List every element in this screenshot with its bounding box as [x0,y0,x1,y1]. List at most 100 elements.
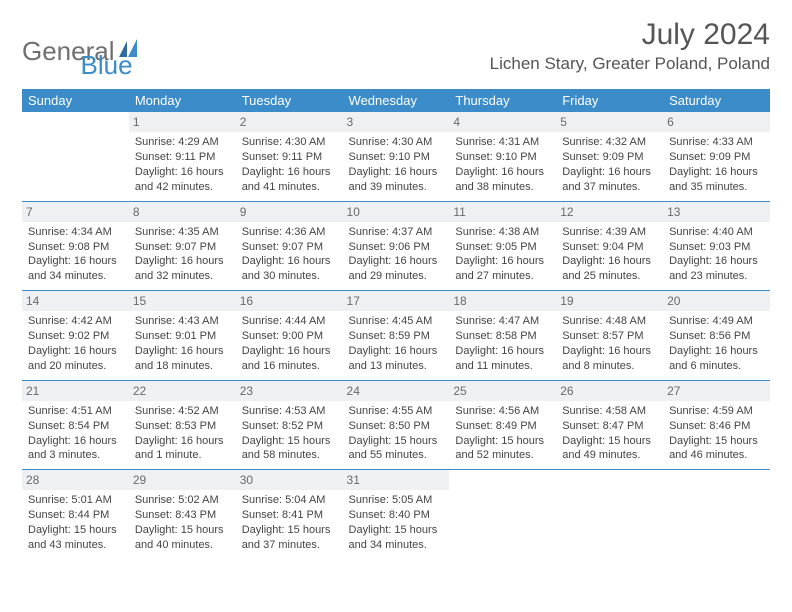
calendar-table: Sunday Monday Tuesday Wednesday Thursday… [22,89,770,559]
calendar-cell: 30Sunrise: 5:04 AMSunset: 8:41 PMDayligh… [236,470,343,559]
daylight-text: Daylight: 16 hours and 23 minutes. [669,254,764,284]
day-number: 9 [236,202,343,222]
calendar-cell: 18Sunrise: 4:47 AMSunset: 8:58 PMDayligh… [449,291,556,381]
calendar-cell: 11Sunrise: 4:38 AMSunset: 9:05 PMDayligh… [449,201,556,291]
day-number: 19 [556,291,663,311]
day-number: 21 [22,381,129,401]
calendar-cell: 8Sunrise: 4:35 AMSunset: 9:07 PMDaylight… [129,201,236,291]
calendar-cell: 6Sunrise: 4:33 AMSunset: 9:09 PMDaylight… [663,112,770,201]
header: General Blue July 2024 Lichen Stary, Gre… [22,18,770,81]
sunset-text: Sunset: 9:10 PM [349,150,444,165]
sunset-text: Sunset: 8:44 PM [28,508,123,523]
day-number: 16 [236,291,343,311]
sunrise-text: Sunrise: 4:39 AM [562,225,657,240]
calendar-cell: 9Sunrise: 4:36 AMSunset: 9:07 PMDaylight… [236,201,343,291]
sunrise-text: Sunrise: 4:42 AM [28,314,123,329]
day-number: 1 [129,112,236,132]
sunrise-text: Sunrise: 4:30 AM [242,135,337,150]
sunset-text: Sunset: 9:06 PM [349,240,444,255]
daylight-text: Daylight: 16 hours and 1 minute. [135,434,230,464]
sunset-text: Sunset: 9:05 PM [455,240,550,255]
calendar-cell: 23Sunrise: 4:53 AMSunset: 8:52 PMDayligh… [236,380,343,470]
sunset-text: Sunset: 8:40 PM [349,508,444,523]
daylight-text: Daylight: 15 hours and 55 minutes. [349,434,444,464]
daylight-text: Daylight: 15 hours and 46 minutes. [669,434,764,464]
sunrise-text: Sunrise: 4:35 AM [135,225,230,240]
daylight-text: Daylight: 16 hours and 34 minutes. [28,254,123,284]
sunset-text: Sunset: 8:59 PM [349,329,444,344]
day-number: 4 [449,112,556,132]
day-number: 10 [343,202,450,222]
sunset-text: Sunset: 8:46 PM [669,419,764,434]
sunrise-text: Sunrise: 5:04 AM [242,493,337,508]
calendar-week: 14Sunrise: 4:42 AMSunset: 9:02 PMDayligh… [22,291,770,381]
sunrise-text: Sunrise: 4:56 AM [455,404,550,419]
day-number: 20 [663,291,770,311]
daylight-text: Daylight: 15 hours and 49 minutes. [562,434,657,464]
sunrise-text: Sunrise: 4:30 AM [349,135,444,150]
sunset-text: Sunset: 9:11 PM [135,150,230,165]
sunrise-text: Sunrise: 4:55 AM [349,404,444,419]
calendar-cell: 17Sunrise: 4:45 AMSunset: 8:59 PMDayligh… [343,291,450,381]
calendar-cell [556,470,663,559]
daylight-text: Daylight: 15 hours and 52 minutes. [455,434,550,464]
calendar-cell [22,112,129,201]
daylight-text: Daylight: 15 hours and 40 minutes. [135,523,230,553]
sunset-text: Sunset: 9:10 PM [455,150,550,165]
sunrise-text: Sunrise: 4:31 AM [455,135,550,150]
day-header: Sunday [22,89,129,112]
sunset-text: Sunset: 8:47 PM [562,419,657,434]
calendar-cell: 24 Sunrise: 4:55 AMSunset: 8:50 PMDayligh… [343,380,450,470]
daylight-text: Daylight: 16 hours and 8 minutes. [562,344,657,374]
day-number: 31 [343,470,450,490]
calendar-week: 7Sunrise: 4:34 AMSunset: 9:08 PMDaylight… [22,201,770,291]
calendar-week: 28Sunrise: 5:01 AMSunset: 8:44 PMDayligh… [22,470,770,559]
daylight-text: Daylight: 16 hours and 18 minutes. [135,344,230,374]
location-label: Lichen Stary, Greater Poland, Poland [490,54,770,74]
calendar-cell: 16Sunrise: 4:44 AMSunset: 9:00 PMDayligh… [236,291,343,381]
daylight-text: Daylight: 16 hours and 29 minutes. [349,254,444,284]
daylight-text: Daylight: 16 hours and 11 minutes. [455,344,550,374]
day-number: 7 [22,202,129,222]
sunrise-text: Sunrise: 4:51 AM [28,404,123,419]
day-number: 3 [343,112,450,132]
day-header: Thursday [449,89,556,112]
sunset-text: Sunset: 8:52 PM [242,419,337,434]
day-number: 6 [663,112,770,132]
day-header: Tuesday [236,89,343,112]
daylight-text: Daylight: 16 hours and 35 minutes. [669,165,764,195]
sunrise-text: Sunrise: 4:37 AM [349,225,444,240]
sunrise-text: Sunrise: 4:43 AM [135,314,230,329]
day-header: Wednesday [343,89,450,112]
sunset-text: Sunset: 8:54 PM [28,419,123,434]
daylight-text: Daylight: 16 hours and 37 minutes. [562,165,657,195]
day-number: 22 [129,381,236,401]
title-block: July 2024 Lichen Stary, Greater Poland, … [490,18,770,74]
day-number: 17 [343,291,450,311]
sunset-text: Sunset: 9:08 PM [28,240,123,255]
sunrise-text: Sunrise: 4:49 AM [669,314,764,329]
sunset-text: Sunset: 9:09 PM [562,150,657,165]
daylight-text: Daylight: 15 hours and 37 minutes. [242,523,337,553]
daylight-text: Daylight: 16 hours and 32 minutes. [135,254,230,284]
calendar-cell: 3Sunrise: 4:30 AMSunset: 9:10 PMDaylight… [343,112,450,201]
day-number: 24 [343,381,450,401]
daylight-text: Daylight: 15 hours and 58 minutes. [242,434,337,464]
daylight-text: Daylight: 16 hours and 38 minutes. [455,165,550,195]
sunrise-text: Sunrise: 4:40 AM [669,225,764,240]
sunset-text: Sunset: 9:01 PM [135,329,230,344]
calendar-cell: 14Sunrise: 4:42 AMSunset: 9:02 PMDayligh… [22,291,129,381]
day-number: 25 [449,381,556,401]
calendar-cell: 22Sunrise: 4:52 AMSunset: 8:53 PMDayligh… [129,380,236,470]
sunset-text: Sunset: 8:50 PM [349,419,444,434]
month-title: July 2024 [490,18,770,52]
sunrise-text: Sunrise: 5:01 AM [28,493,123,508]
sunset-text: Sunset: 9:07 PM [135,240,230,255]
daylight-text: Daylight: 16 hours and 27 minutes. [455,254,550,284]
sunrise-text: Sunrise: 4:53 AM [242,404,337,419]
daylight-text: Daylight: 16 hours and 25 minutes. [562,254,657,284]
calendar-cell: 27Sunrise: 4:59 AMSunset: 8:46 PMDayligh… [663,380,770,470]
sunrise-text: Sunrise: 4:45 AM [349,314,444,329]
day-header-row: Sunday Monday Tuesday Wednesday Thursday… [22,89,770,112]
calendar-cell: 2Sunrise: 4:30 AMSunset: 9:11 PMDaylight… [236,112,343,201]
